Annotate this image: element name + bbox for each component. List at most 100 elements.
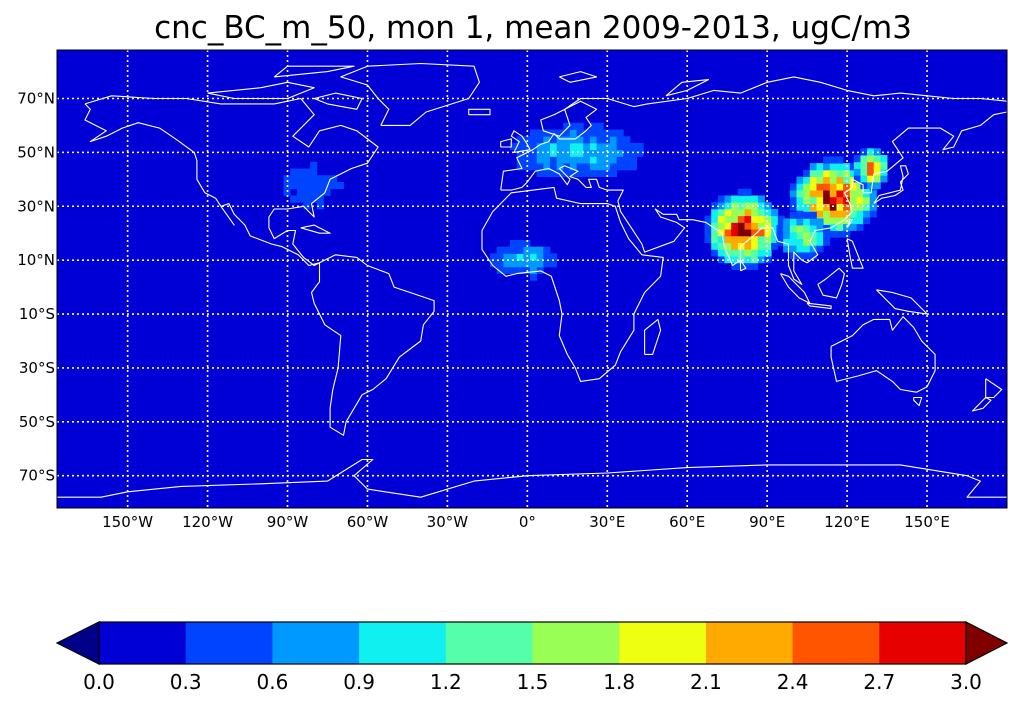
heat-cell	[583, 136, 591, 144]
heat-cell	[856, 223, 864, 231]
heat-cell	[829, 196, 837, 204]
heat-cell	[563, 169, 571, 178]
heat-cell	[863, 203, 871, 211]
heat-cell	[796, 196, 804, 204]
heat-cell	[316, 182, 324, 190]
heat-cell	[336, 182, 344, 190]
heat-cell	[711, 202, 719, 210]
heat-cell	[556, 149, 564, 157]
heat-cell	[823, 217, 831, 225]
heat-cell	[731, 235, 739, 244]
heat-cell	[530, 266, 538, 275]
heat-cell	[731, 249, 739, 257]
heat-cell	[549, 169, 558, 178]
heat-cell	[809, 190, 817, 198]
heat-cell	[849, 210, 857, 218]
heat-cell	[849, 203, 857, 211]
heat-cell	[873, 168, 881, 176]
heat-cell	[629, 149, 637, 157]
coastline-path	[57, 458, 1007, 498]
heat-cell	[503, 253, 511, 261]
heat-cell	[860, 155, 868, 163]
heat-cell	[310, 195, 318, 203]
heat-cell	[867, 155, 875, 163]
heat-cell	[823, 163, 831, 171]
heat-cell	[310, 161, 318, 169]
heat-cell	[836, 183, 844, 191]
heat-cell	[530, 142, 538, 151]
heat-cell	[809, 163, 817, 171]
heat-cell	[776, 231, 784, 239]
heat-cell	[549, 142, 558, 151]
heat-cell	[803, 245, 811, 253]
heat-cell	[543, 156, 551, 164]
heat-cell	[704, 222, 712, 230]
heat-cell	[549, 136, 558, 144]
heat-cell	[757, 229, 765, 237]
heat-cell	[867, 148, 875, 156]
heat-cell	[744, 188, 752, 196]
heat-cell	[543, 169, 551, 178]
heat-cell	[796, 183, 804, 191]
heat-cell	[836, 217, 844, 225]
heat-cell	[751, 235, 759, 244]
heat-cell	[543, 136, 551, 144]
heat-cell	[549, 149, 558, 157]
heat-cell	[764, 215, 772, 223]
coastline-path	[817, 267, 845, 299]
heat-cell	[764, 249, 772, 257]
heat-cell	[589, 142, 598, 151]
heat-cell	[536, 156, 544, 164]
heat-cell	[310, 168, 318, 176]
heat-cell	[731, 262, 739, 270]
longitude-label: 150°W	[102, 513, 153, 531]
heat-cell	[816, 190, 824, 198]
heat-cell	[843, 190, 851, 198]
heat-cell	[296, 182, 304, 190]
heat-cell	[303, 195, 311, 203]
heat-cell	[543, 253, 551, 261]
heat-cell	[556, 156, 564, 164]
heat-cell	[609, 169, 618, 178]
heat-cell	[290, 175, 298, 183]
heat-cell	[829, 176, 837, 184]
heat-cell	[757, 256, 765, 264]
colorbar-segment	[532, 622, 620, 664]
heat-cell	[536, 142, 544, 151]
heat-cell	[724, 242, 732, 250]
heat-cell	[616, 136, 624, 144]
heat-cell	[829, 163, 837, 171]
heat-cell	[843, 169, 851, 178]
coastline-path	[468, 108, 491, 116]
colorbar-segment	[185, 622, 273, 664]
heat-cell	[783, 238, 791, 246]
heat-cell	[757, 222, 765, 230]
heat-cell	[751, 242, 759, 250]
latitude-label: 50°S	[19, 413, 55, 431]
heat-cell	[823, 203, 831, 211]
heat-cell	[589, 156, 598, 164]
heat-cell	[563, 142, 571, 151]
heat-cell	[856, 217, 864, 225]
colorbar-over-arrow	[965, 621, 1009, 665]
coastline-path	[644, 318, 662, 355]
colorbar-tick-label: 0.3	[170, 670, 202, 694]
heat-cell	[829, 203, 837, 211]
heat-cell	[737, 222, 745, 230]
heat-cell	[849, 190, 857, 198]
heat-cell	[836, 190, 844, 198]
heat-cell	[731, 208, 739, 217]
heat-cell	[530, 136, 538, 144]
heat-cell	[744, 249, 752, 257]
colorbar-segment	[619, 622, 707, 664]
heat-cell	[744, 195, 752, 203]
heat-cell	[724, 229, 732, 237]
heat-cell	[516, 136, 524, 144]
heat-cell	[816, 183, 824, 191]
heat-cell	[569, 156, 578, 164]
longitude-tick-labels: 150°W 120°W 90°W 60°W 30°W 0° 30°E 60°E 90°E 120°…	[102, 513, 950, 531]
latitude-label: 10°N	[17, 251, 55, 269]
heat-cell	[789, 196, 797, 204]
heat-cell	[771, 242, 779, 250]
coastline-path	[300, 224, 331, 234]
